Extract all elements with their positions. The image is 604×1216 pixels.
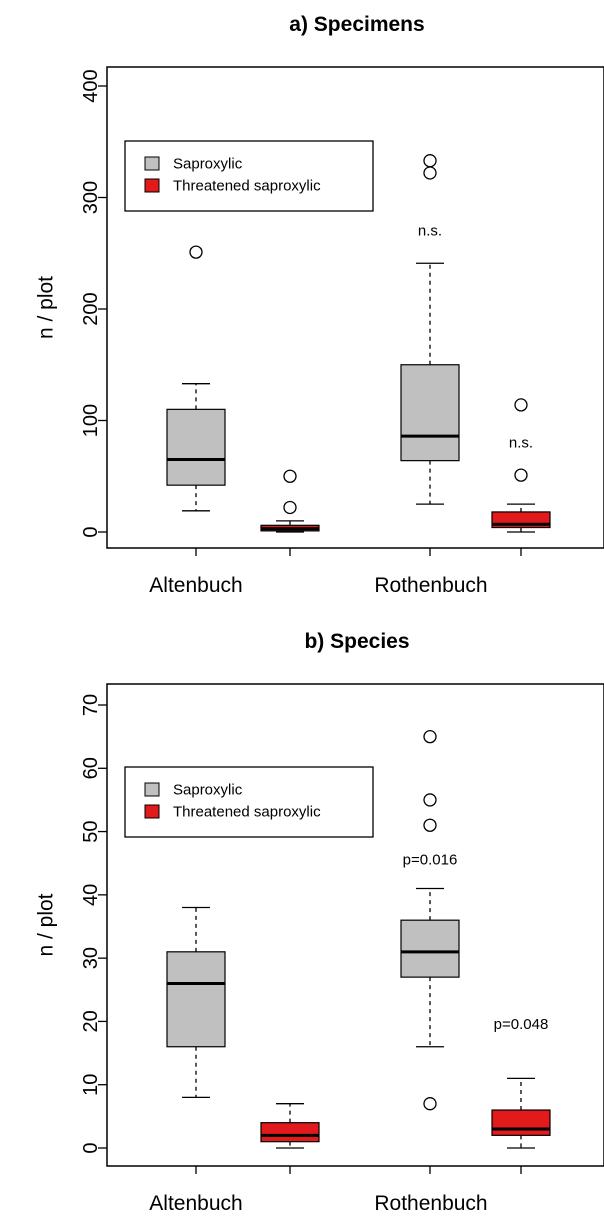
chart-title: b) Species [304, 630, 409, 653]
legend-label: Threatened saproxylic [173, 804, 321, 821]
y-tick-label: 60 [80, 757, 102, 779]
y-tick-label: 50 [80, 820, 102, 842]
chart-panel-specimens: a) Specimens 0 100 200 300 400 n / plot Altenbu… [35, 13, 604, 597]
y-tick-label: 400 [80, 69, 102, 102]
chart-title: a) Specimens [289, 13, 424, 36]
significance-annotation: p=0.048 [494, 1016, 549, 1033]
x-tick-label: Altenbuch [149, 574, 242, 597]
box-iqr [166, 408, 226, 486]
outlier-point [423, 729, 437, 744]
outlier-point [423, 166, 437, 180]
box-saproxylic-rothenbuch [400, 729, 460, 1111]
outlier-point [189, 245, 203, 259]
y-tick-label: 100 [80, 404, 102, 437]
legend: Saproxylic Threatened saproxylic [124, 140, 374, 212]
legend-label: Saproxylic [173, 782, 243, 799]
plot-frame [106, 683, 604, 1167]
y-axis-label: n / plot [35, 276, 58, 339]
outlier-point [423, 818, 437, 832]
box-threatened-rothenbuch [491, 1077, 551, 1149]
y-tick-label: 70 [80, 694, 102, 716]
box-iqr [166, 951, 226, 1048]
box-saproxylic-altenbuch [166, 245, 226, 512]
significance-annotation: p=0.016 [403, 852, 458, 869]
box-iqr [400, 919, 460, 978]
legend-swatch [144, 178, 160, 193]
y-tick-label: 10 [80, 1074, 102, 1096]
legend-label: Saproxylic [173, 156, 243, 173]
y-tick-label: 200 [80, 292, 102, 325]
box-threatened-altenbuch [260, 1103, 320, 1149]
legend-frame [124, 766, 374, 838]
box-saproxylic-altenbuch [166, 906, 226, 1099]
outlier-point [423, 1097, 437, 1111]
box-iqr [400, 364, 460, 462]
outlier-point [514, 468, 528, 482]
significance-annotation: n.s. [509, 434, 533, 451]
legend-swatch [144, 782, 160, 797]
x-tick-label: Rothenbuch [374, 574, 487, 597]
outlier-point [283, 469, 297, 483]
legend-swatch [144, 156, 160, 171]
x-tick-label: Rothenbuch [374, 1192, 487, 1215]
y-tick-label: 30 [80, 947, 102, 969]
box-iqr [260, 1122, 320, 1143]
x-tick-label: Altenbuch [149, 1192, 242, 1215]
outlier-point [514, 398, 528, 412]
box-threatened-rothenbuch [491, 398, 551, 533]
y-tick-label: 40 [80, 884, 102, 906]
outlier-point [283, 500, 297, 515]
box-iqr [491, 1109, 551, 1136]
box-threatened-altenbuch [260, 469, 320, 533]
box-saproxylic-rothenbuch [400, 154, 460, 505]
plot-frame [106, 66, 604, 549]
y-tick-label: 0 [80, 526, 102, 537]
y-axis-label: n / plot [35, 893, 58, 956]
significance-annotation: n.s. [418, 222, 442, 239]
legend-label: Threatened saproxylic [173, 178, 321, 195]
legend-frame [124, 140, 374, 212]
legend: Saproxylic Threatened saproxylic [124, 766, 374, 838]
legend-swatch [144, 804, 160, 819]
y-tick-label: 300 [80, 181, 102, 214]
outlier-point [423, 154, 437, 168]
outlier-point [423, 793, 437, 807]
y-tick-label: 20 [80, 1010, 102, 1032]
y-tick-label: 0 [80, 1142, 102, 1153]
chart-panel-species: b) Species 0 10 20 30 40 50 60 70 n / plot Altenbu… [35, 630, 604, 1215]
